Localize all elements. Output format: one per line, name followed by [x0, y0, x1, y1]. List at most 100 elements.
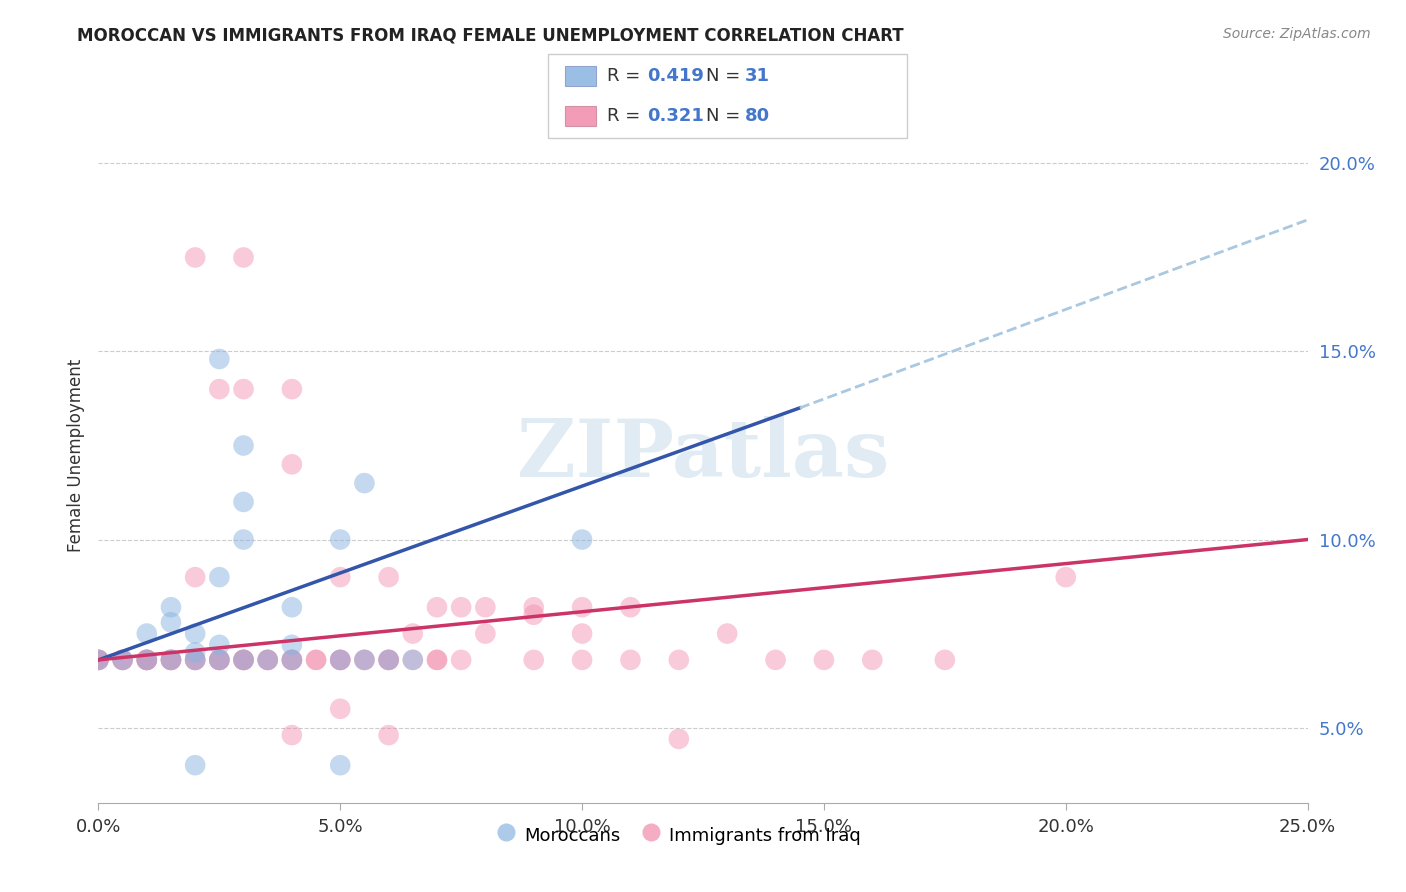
Point	[377, 570, 399, 584]
Point	[353, 653, 375, 667]
Point	[353, 653, 375, 667]
Point	[402, 653, 425, 667]
Point	[305, 653, 328, 667]
Text: 0.321: 0.321	[647, 107, 703, 125]
Point	[232, 251, 254, 265]
Point	[377, 653, 399, 667]
Point	[135, 653, 157, 667]
Point	[256, 653, 278, 667]
Point	[668, 653, 690, 667]
Point	[402, 626, 425, 640]
Point	[329, 570, 352, 584]
Point	[232, 533, 254, 547]
Point	[87, 653, 110, 667]
Point	[329, 758, 352, 772]
Point	[160, 615, 183, 630]
Point	[668, 731, 690, 746]
Text: N =: N =	[706, 67, 745, 85]
Point	[232, 438, 254, 452]
Y-axis label: Female Unemployment: Female Unemployment	[66, 359, 84, 551]
Point	[426, 600, 449, 615]
Point	[571, 600, 593, 615]
Point	[523, 607, 546, 622]
Point	[571, 533, 593, 547]
Text: MOROCCAN VS IMMIGRANTS FROM IRAQ FEMALE UNEMPLOYMENT CORRELATION CHART: MOROCCAN VS IMMIGRANTS FROM IRAQ FEMALE …	[77, 27, 904, 45]
Point	[184, 653, 207, 667]
Point	[184, 653, 207, 667]
Point	[329, 653, 352, 667]
Point	[377, 653, 399, 667]
Point	[329, 653, 352, 667]
Point	[232, 382, 254, 396]
Point	[111, 653, 134, 667]
Point	[860, 653, 883, 667]
Point	[184, 653, 207, 667]
Point	[281, 600, 304, 615]
Text: R =: R =	[607, 67, 647, 85]
Point	[353, 476, 375, 491]
Point	[523, 653, 546, 667]
Point	[450, 653, 472, 667]
Point	[135, 653, 157, 667]
Point	[716, 626, 738, 640]
Point	[450, 600, 472, 615]
Point	[208, 653, 231, 667]
Point	[87, 653, 110, 667]
Point	[87, 653, 110, 667]
Point	[329, 653, 352, 667]
Point	[184, 645, 207, 659]
Text: 31: 31	[745, 67, 770, 85]
Point	[377, 653, 399, 667]
Point	[256, 653, 278, 667]
Point	[135, 653, 157, 667]
Point	[571, 626, 593, 640]
Point	[160, 653, 183, 667]
Point	[474, 626, 496, 640]
Point	[160, 653, 183, 667]
Point	[353, 653, 375, 667]
Point	[160, 653, 183, 667]
Point	[305, 653, 328, 667]
Point	[619, 600, 641, 615]
Point	[232, 495, 254, 509]
Point	[474, 600, 496, 615]
Point	[256, 653, 278, 667]
Point	[1054, 570, 1077, 584]
Point	[232, 653, 254, 667]
Point	[426, 653, 449, 667]
Point	[281, 653, 304, 667]
Text: N =: N =	[706, 107, 745, 125]
Point	[426, 653, 449, 667]
Point	[160, 653, 183, 667]
Point	[208, 382, 231, 396]
Point	[208, 653, 231, 667]
Point	[571, 653, 593, 667]
Text: R =: R =	[607, 107, 647, 125]
Point	[184, 570, 207, 584]
Point	[329, 533, 352, 547]
Point	[208, 570, 231, 584]
Point	[232, 653, 254, 667]
Point	[184, 758, 207, 772]
Point	[281, 458, 304, 472]
Point	[135, 653, 157, 667]
Point	[111, 653, 134, 667]
Point	[160, 653, 183, 667]
Point	[208, 653, 231, 667]
Point	[281, 653, 304, 667]
Point	[765, 653, 787, 667]
Text: Source: ZipAtlas.com: Source: ZipAtlas.com	[1223, 27, 1371, 41]
Point	[402, 653, 425, 667]
Point	[208, 653, 231, 667]
Point	[208, 653, 231, 667]
Point	[111, 653, 134, 667]
Point	[208, 638, 231, 652]
Point	[87, 653, 110, 667]
Point	[523, 600, 546, 615]
Point	[184, 626, 207, 640]
Point	[813, 653, 835, 667]
Point	[934, 653, 956, 667]
Point	[135, 653, 157, 667]
Point	[281, 638, 304, 652]
Point	[256, 653, 278, 667]
